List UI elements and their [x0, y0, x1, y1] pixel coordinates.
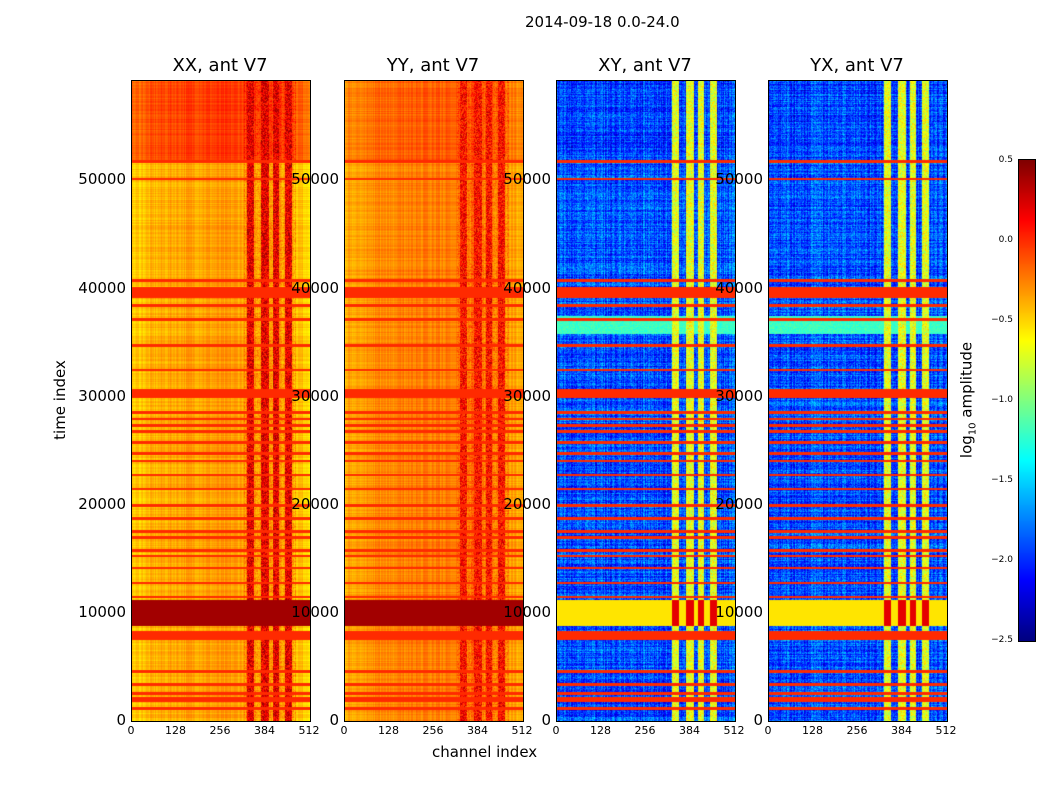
y-tick-label: 50000 [291, 170, 339, 189]
x-tick-label: 512 [723, 724, 745, 737]
y-tick-label: 0 [541, 711, 551, 729]
x-tick-label: 512 [298, 724, 320, 737]
colorbar-tick-label: −1.5 [991, 475, 1013, 485]
y-tick-label: 30000 [503, 386, 551, 405]
y-tick-label: 10000 [291, 602, 339, 621]
y-tick-label: 40000 [78, 278, 126, 297]
y-tick-label: 10000 [503, 602, 551, 621]
colorbar [1018, 159, 1036, 642]
y-tick-label: 0 [329, 711, 339, 729]
colorbar-tick-label: −0.5 [991, 315, 1013, 325]
x-tick-label: 256 [209, 724, 231, 737]
panel-title: XX, ant V7 [172, 55, 268, 76]
heatmap-xx [131, 80, 311, 722]
x-axis-label: channel index [432, 743, 538, 761]
colorbar-tick-label: 0.0 [998, 235, 1013, 245]
y-tick-label: 30000 [78, 386, 126, 405]
x-tick-label: 384 [467, 724, 488, 737]
panel-title: XY, ant V7 [598, 55, 692, 76]
y-tick-label: 10000 [78, 602, 126, 621]
y-tick-label: 50000 [715, 170, 763, 189]
y-tick-label: 10000 [715, 602, 763, 621]
x-tick-label: 256 [422, 724, 444, 737]
y-tick-label: 20000 [503, 494, 551, 513]
y-tick-label: 20000 [78, 494, 126, 513]
y-tick-label: 0 [753, 711, 763, 729]
colorbar-tick-label: −2.0 [991, 555, 1013, 565]
x-tick-label: 0 [127, 724, 135, 737]
x-tick-label: 0 [552, 724, 560, 737]
y-tick-label: 0 [116, 711, 126, 729]
heatmap-yx [768, 80, 948, 722]
panel-title: YX, ant V7 [810, 55, 904, 76]
colorbar-label: log10 amplitude [957, 341, 979, 459]
colorbar-tick-label: −2.5 [991, 635, 1013, 645]
x-tick-label: 0 [764, 724, 772, 737]
y-axis-label: time index [51, 360, 69, 440]
panel-title: YY, ant V7 [386, 55, 480, 76]
y-tick-label: 30000 [715, 386, 763, 405]
y-tick-label: 30000 [291, 386, 339, 405]
y-tick-label: 40000 [291, 278, 339, 297]
y-tick-label: 20000 [715, 494, 763, 513]
x-tick-label: 128 [378, 724, 399, 737]
heatmap-yy [344, 80, 524, 722]
x-tick-label: 128 [590, 724, 611, 737]
y-tick-label: 50000 [78, 170, 126, 189]
y-tick-label: 40000 [503, 278, 551, 297]
x-tick-label: 256 [634, 724, 656, 737]
x-tick-label: 128 [802, 724, 823, 737]
y-tick-label: 50000 [503, 170, 551, 189]
x-tick-label: 512 [511, 724, 533, 737]
x-tick-label: 512 [935, 724, 957, 737]
heatmap-xy [556, 80, 736, 722]
x-tick-label: 256 [846, 724, 868, 737]
x-tick-label: 0 [340, 724, 348, 737]
x-tick-label: 128 [165, 724, 186, 737]
y-tick-label: 20000 [291, 494, 339, 513]
x-tick-label: 384 [679, 724, 700, 737]
colorbar-tick-label: 0.5 [998, 155, 1013, 165]
figure-title: 2014-09-18 0.0-24.0 [525, 13, 680, 31]
x-tick-label: 384 [254, 724, 275, 737]
y-tick-label: 40000 [715, 278, 763, 297]
x-tick-label: 384 [891, 724, 912, 737]
colorbar-tick-label: −1.0 [991, 395, 1013, 405]
